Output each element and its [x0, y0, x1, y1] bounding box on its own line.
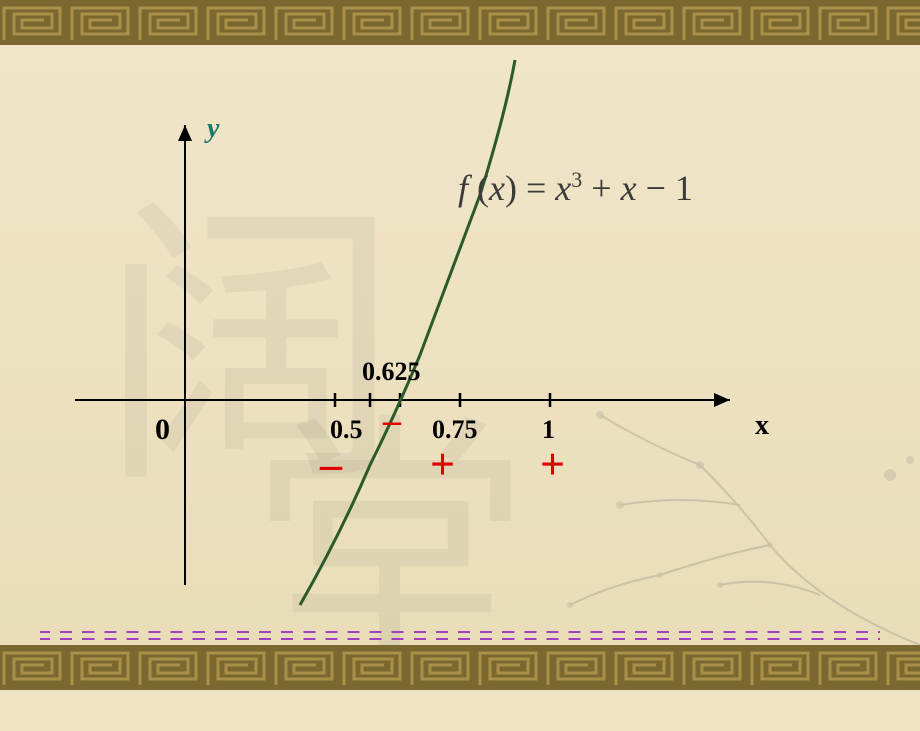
formula-minus1: − 1 [637, 168, 693, 208]
formula-exp: 3 [571, 167, 582, 192]
formula-open: ( [468, 168, 489, 208]
slide-content: 阔 堂 y x 0 [0, 45, 920, 645]
purple-dashed-line-1 [40, 638, 880, 640]
formula-close-eq: ) = [505, 168, 555, 208]
sign-minus-1: – [320, 443, 342, 487]
formula-x2: x [621, 168, 637, 208]
formula-xvar: x [489, 168, 505, 208]
border-pattern-bottom [0, 645, 920, 690]
decorative-border-bottom [0, 645, 920, 690]
formula-x1: x [555, 168, 571, 208]
tick-label-0-625: 0.625 [362, 357, 421, 387]
border-pattern-top [0, 0, 920, 45]
formula-f: f [458, 168, 468, 208]
purple-dashed-line-2 [40, 631, 880, 633]
formula-plus: + [582, 168, 620, 208]
x-axis-label: x [755, 410, 769, 442]
sign-minus-2: – [383, 402, 401, 438]
function-curve [300, 60, 515, 605]
y-axis-label: y [207, 113, 219, 145]
origin-label: 0 [155, 413, 170, 447]
decorative-border-top [0, 0, 920, 45]
function-chart [0, 45, 920, 645]
sign-plus-2: + [540, 443, 565, 487]
sign-plus-1: + [430, 443, 455, 487]
function-formula: f (x) = x3 + x − 1 [458, 167, 693, 209]
y-axis-arrow [178, 125, 192, 141]
x-axis-arrow [714, 393, 730, 407]
